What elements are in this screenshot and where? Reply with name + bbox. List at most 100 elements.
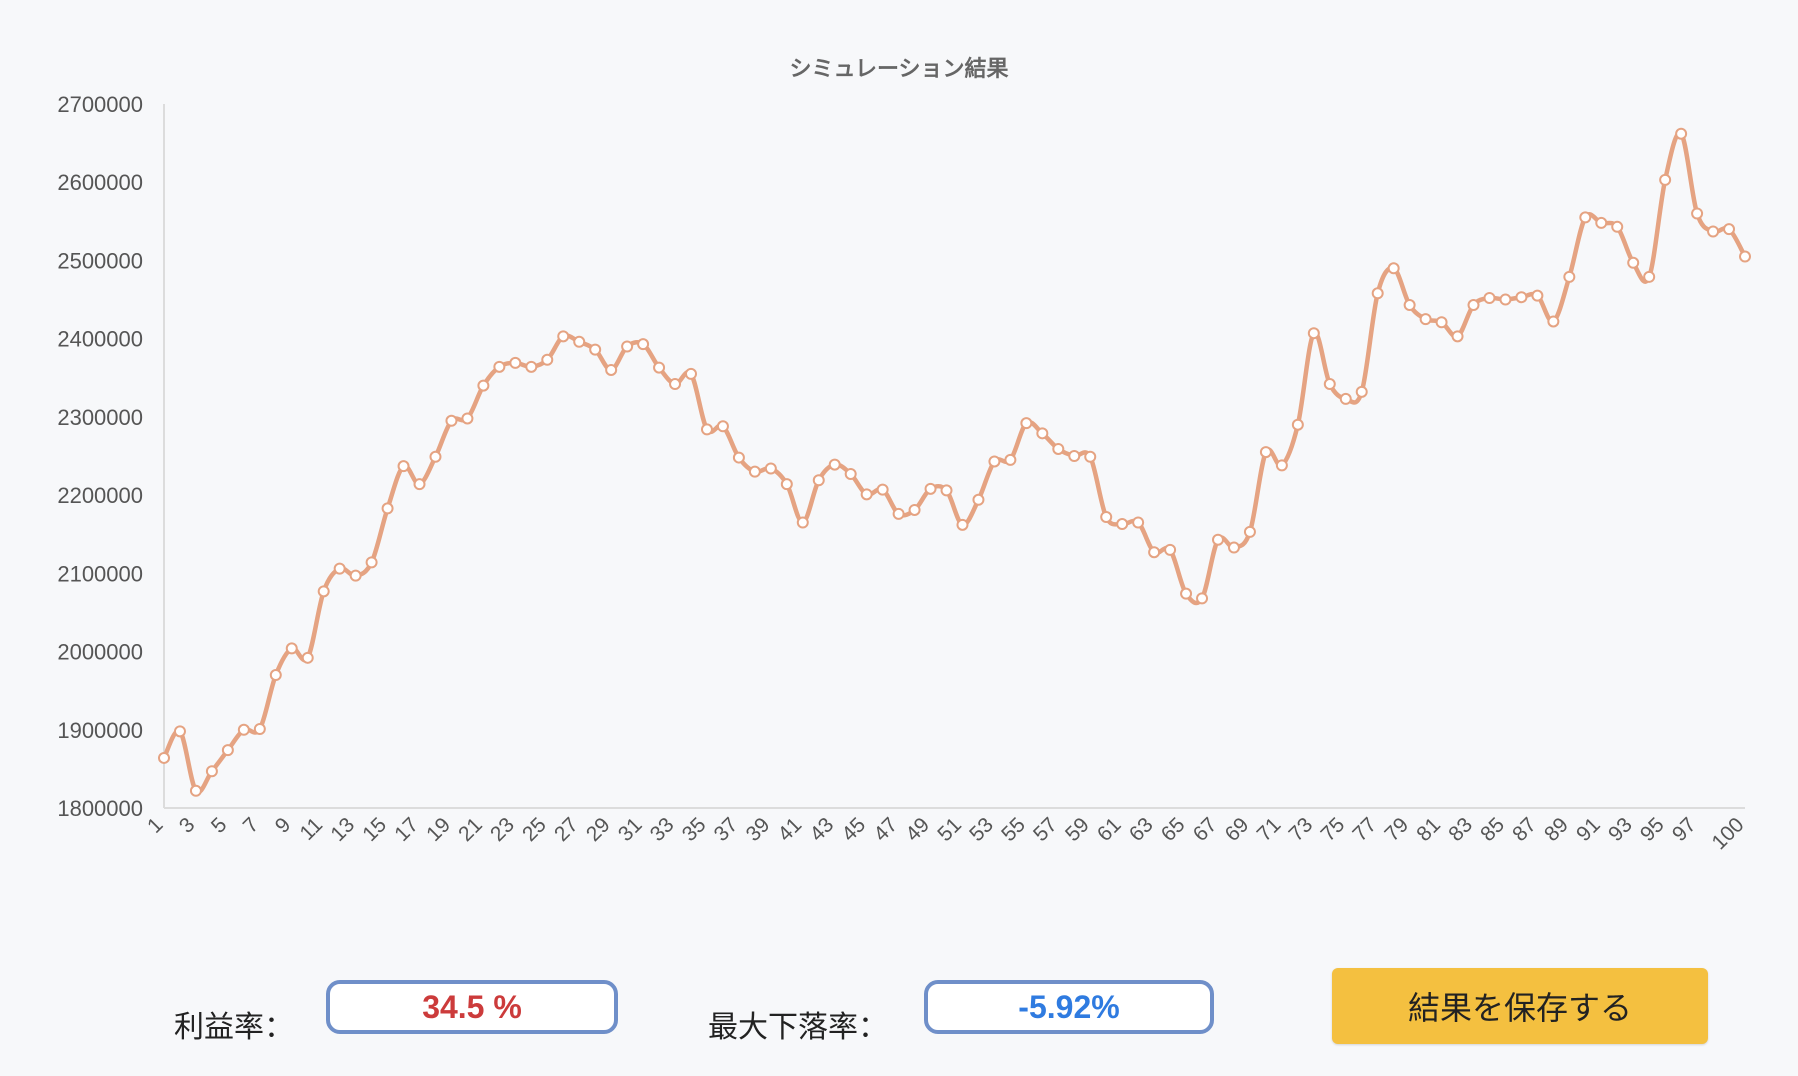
data-point (796, 516, 809, 529)
data-point (1212, 533, 1224, 546)
data-point (189, 784, 202, 797)
x-tick-label: 81 (1412, 813, 1445, 846)
data-point (1387, 262, 1400, 275)
data-point (525, 360, 538, 373)
max-drawdown-label: 最大下落率： (708, 1010, 888, 1045)
chart-title: シミュレーション結果 (789, 56, 1008, 82)
data-point (557, 330, 570, 343)
data-point (972, 493, 985, 506)
data-point (1116, 518, 1129, 531)
data-point (301, 651, 314, 664)
x-tick-label: 77 (1348, 813, 1381, 846)
x-tick-label: 49 (901, 813, 934, 846)
data-point (397, 460, 410, 473)
data-point (1595, 216, 1608, 229)
data-point (1691, 207, 1704, 220)
x-tick-label: 85 (1476, 813, 1509, 846)
x-tick-label: 73 (1285, 813, 1318, 846)
y-tick-label: 2600000 (57, 170, 143, 195)
data-point (269, 669, 282, 682)
x-tick-label: 1 (143, 813, 168, 838)
data-point (1579, 211, 1592, 224)
data-point (1036, 427, 1049, 440)
data-point (493, 360, 506, 373)
data-point (1164, 543, 1177, 556)
data-point (908, 503, 921, 516)
data-point (1531, 289, 1544, 302)
save-results-button[interactable]: 結果を保存する (1332, 968, 1708, 1044)
x-tick-label: 59 (1061, 813, 1094, 846)
data-point (1403, 299, 1416, 312)
x-tick-label: 33 (646, 813, 679, 846)
data-point (1259, 446, 1272, 459)
y-tick-label: 2000000 (57, 640, 143, 665)
data-point (1627, 256, 1640, 269)
data-point (1148, 546, 1161, 559)
data-point (748, 465, 761, 478)
data-point (828, 458, 841, 471)
data-point (1515, 291, 1528, 304)
results-footer: 利益率： 34.5 % 最大下落率： -5.92% 結果を保存する (0, 960, 1798, 1070)
data-point (1419, 313, 1432, 326)
x-tick-label: 75 (1317, 813, 1350, 846)
data-point (589, 343, 602, 356)
x-tick-label: 79 (1380, 813, 1413, 846)
y-tick-label: 2400000 (57, 327, 143, 352)
x-tick-label: 17 (390, 813, 423, 846)
data-point (381, 502, 394, 515)
profit-rate-label: 利益率： (174, 1010, 294, 1045)
plot-area (158, 127, 1751, 797)
data-point (205, 765, 218, 778)
x-tick-label: 21 (454, 813, 487, 846)
data-point (1611, 220, 1624, 233)
data-point (573, 335, 586, 348)
x-tick-label: 19 (422, 813, 455, 846)
x-tick-label: 65 (1157, 813, 1190, 846)
x-tick-label: 57 (1029, 813, 1062, 846)
x-tick-label: 63 (1125, 813, 1158, 846)
data-point (349, 569, 362, 582)
y-tick-label: 2200000 (57, 483, 143, 508)
profit-rate-value: 34.5 % (422, 988, 522, 1025)
data-point (605, 363, 618, 376)
data-point (173, 725, 186, 738)
data-point (1339, 392, 1352, 405)
x-tick-label: 31 (614, 813, 647, 846)
max-drawdown-value: -5.92% (1018, 988, 1120, 1025)
data-point (1084, 450, 1097, 463)
y-tick-label: 2700000 (57, 92, 143, 117)
x-tick-label: 41 (774, 813, 807, 846)
x-tick-label: 29 (582, 813, 615, 846)
data-point (1707, 225, 1720, 238)
x-tick-label: 91 (1572, 813, 1605, 846)
x-tick-label: 27 (550, 813, 583, 846)
y-tick-label: 1800000 (57, 796, 143, 821)
x-axis: 1 3 5 7 9 11 13 15 17 19 21 23 25 27 29 31 33 35 37 39 41 43 4… (143, 807, 1749, 854)
data-point (237, 723, 250, 736)
x-tick-label: 11 (296, 813, 328, 845)
x-tick-label: 61 (1093, 813, 1126, 846)
x-tick-label: 97 (1668, 813, 1701, 846)
x-tick-label: 3 (175, 813, 200, 838)
data-point (1132, 516, 1145, 529)
data-point (333, 562, 346, 575)
y-tick-label: 1900000 (57, 718, 143, 743)
data-point (221, 744, 234, 757)
y-tick-label: 2300000 (57, 405, 143, 430)
data-point (1355, 385, 1368, 398)
x-tick-label: 93 (1604, 813, 1637, 846)
x-tick-label: 95 (1636, 813, 1669, 846)
data-point (876, 483, 889, 496)
data-point (1291, 418, 1304, 431)
data-point (477, 379, 490, 392)
data-point (1196, 592, 1209, 605)
data-point (1739, 250, 1751, 263)
x-tick-label: 39 (742, 813, 775, 846)
data-point (1275, 459, 1288, 472)
data-point (541, 353, 554, 366)
data-point (940, 484, 953, 497)
data-point (1307, 327, 1320, 340)
x-tick-label: 71 (1253, 813, 1286, 846)
data-point (669, 378, 682, 391)
x-tick-label: 89 (1540, 813, 1573, 846)
